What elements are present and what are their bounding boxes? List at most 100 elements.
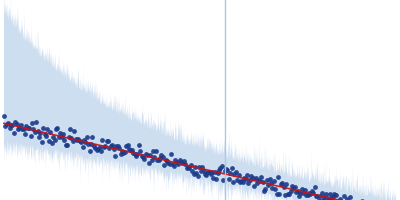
- Point: [148, 158, 155, 161]
- Point: [193, 171, 200, 175]
- Point: [320, 198, 326, 200]
- Point: [58, 136, 65, 139]
- Point: [123, 144, 130, 148]
- Point: [168, 153, 174, 156]
- Point: [158, 153, 164, 157]
- Point: [23, 125, 30, 128]
- Point: [195, 174, 201, 178]
- Point: [274, 193, 280, 196]
- Point: [258, 176, 264, 179]
- Point: [289, 184, 295, 188]
- Point: [198, 170, 204, 173]
- Point: [304, 194, 311, 197]
- Point: [206, 170, 212, 173]
- Point: [318, 192, 325, 195]
- Point: [160, 156, 166, 159]
- Point: [332, 193, 339, 196]
- Point: [85, 143, 92, 146]
- Point: [209, 171, 215, 174]
- Point: [238, 180, 245, 183]
- Point: [50, 136, 56, 139]
- Point: [230, 181, 236, 184]
- Point: [72, 137, 79, 140]
- Point: [344, 197, 350, 200]
- Point: [300, 192, 306, 195]
- Point: [15, 128, 21, 131]
- Point: [1, 115, 7, 118]
- Point: [265, 183, 271, 187]
- Point: [103, 139, 110, 142]
- Point: [122, 151, 128, 154]
- Point: [172, 158, 179, 162]
- Point: [270, 179, 277, 182]
- Point: [32, 130, 38, 134]
- Point: [130, 151, 136, 155]
- Point: [283, 182, 290, 185]
- Point: [92, 146, 98, 150]
- Point: [67, 127, 73, 131]
- Point: [276, 193, 283, 196]
- Point: [143, 153, 149, 156]
- Point: [290, 187, 297, 190]
- Point: [175, 162, 182, 165]
- Point: [91, 144, 97, 147]
- Point: [94, 148, 100, 151]
- Point: [2, 124, 8, 127]
- Point: [213, 178, 219, 181]
- Point: [114, 144, 121, 147]
- Point: [236, 173, 242, 176]
- Point: [127, 148, 134, 152]
- Point: [19, 127, 25, 130]
- Point: [327, 192, 333, 196]
- Point: [316, 198, 322, 200]
- Point: [317, 194, 323, 197]
- Point: [275, 176, 281, 179]
- Point: [307, 193, 314, 196]
- Point: [269, 186, 276, 190]
- Point: [244, 173, 250, 177]
- Point: [308, 190, 315, 193]
- Point: [68, 136, 74, 139]
- Point: [26, 126, 32, 130]
- Point: [29, 121, 35, 124]
- Point: [62, 143, 69, 146]
- Point: [157, 156, 163, 159]
- Point: [39, 140, 45, 143]
- Point: [42, 133, 48, 136]
- Point: [120, 152, 126, 155]
- Point: [203, 173, 210, 177]
- Point: [5, 121, 11, 124]
- Point: [224, 169, 231, 172]
- Point: [196, 165, 202, 168]
- Point: [192, 165, 198, 168]
- Point: [84, 136, 90, 139]
- Point: [155, 158, 162, 162]
- Point: [292, 185, 298, 188]
- Point: [233, 170, 239, 173]
- Point: [242, 178, 249, 181]
- Point: [251, 185, 257, 188]
- Point: [129, 148, 135, 151]
- Point: [147, 153, 153, 156]
- Point: [132, 152, 138, 155]
- Point: [179, 161, 186, 164]
- Point: [89, 135, 96, 138]
- Point: [200, 170, 207, 173]
- Point: [188, 164, 194, 167]
- Point: [174, 161, 180, 164]
- Point: [299, 188, 305, 191]
- Point: [20, 127, 27, 130]
- Point: [272, 187, 278, 190]
- Point: [140, 156, 146, 159]
- Point: [99, 138, 106, 141]
- Point: [322, 192, 329, 196]
- Point: [88, 142, 94, 145]
- Point: [43, 135, 49, 138]
- Point: [164, 159, 170, 162]
- Point: [44, 127, 51, 130]
- Point: [262, 187, 268, 191]
- Point: [231, 173, 238, 176]
- Point: [119, 150, 125, 153]
- Point: [81, 138, 87, 141]
- Point: [214, 172, 221, 175]
